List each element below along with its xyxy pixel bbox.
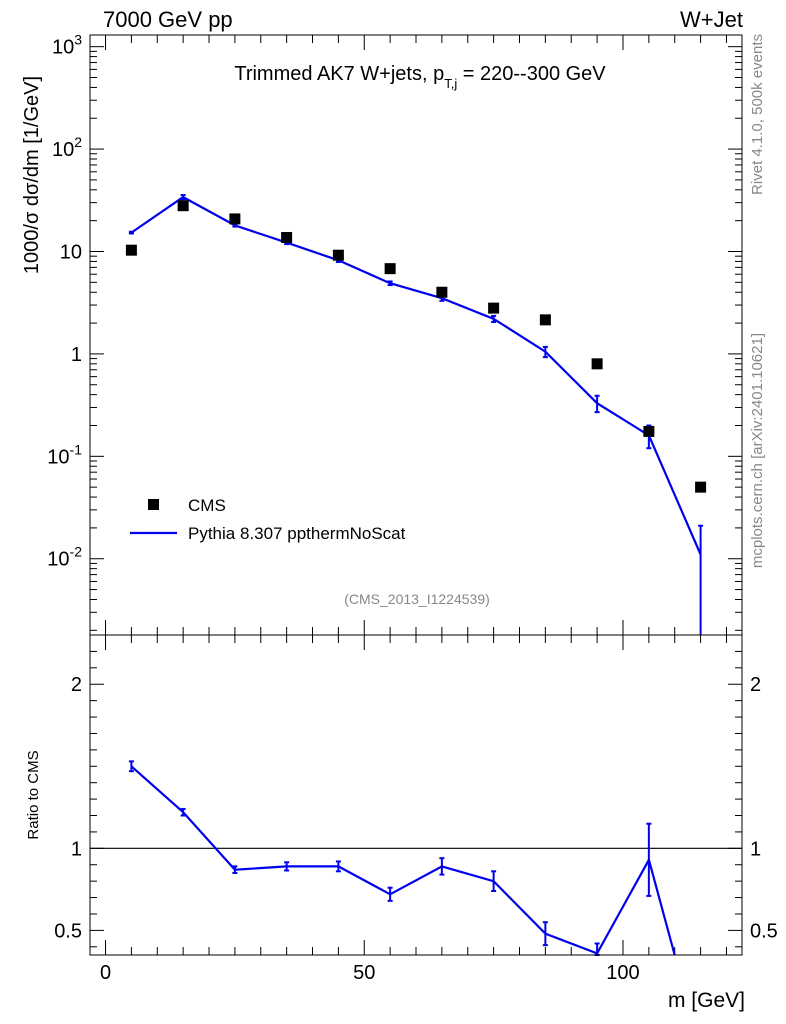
main-y-tick-label: 102 bbox=[52, 134, 82, 161]
ratio-series-line bbox=[130, 765, 676, 956]
ratio-y-tick-label: 0.5 bbox=[54, 920, 82, 942]
ratio-y-tick-label: 2 bbox=[71, 674, 82, 696]
ratio-y-tick-label-right: 1 bbox=[750, 838, 761, 860]
cms-data-point bbox=[229, 213, 241, 225]
tick-exponent: -1 bbox=[70, 441, 83, 457]
main-title-tail: = 220--300 GeV bbox=[457, 63, 606, 85]
cms-data-point bbox=[384, 263, 396, 275]
ratio-x-tick-label: 100 bbox=[606, 962, 639, 984]
cms-data-point bbox=[177, 200, 189, 212]
main-y-tick-label: 10-1 bbox=[47, 441, 82, 468]
main-marks bbox=[125, 194, 707, 635]
main-y-tick-label: 10-2 bbox=[47, 544, 82, 571]
cms-data-point bbox=[281, 231, 293, 243]
cms-data-point bbox=[436, 286, 448, 298]
main-frame bbox=[89, 34, 743, 636]
tick-exponent: 2 bbox=[74, 134, 82, 150]
cms-data-point bbox=[643, 425, 655, 437]
main-y-tick-label: 103 bbox=[52, 32, 82, 59]
tick-exponent: 3 bbox=[74, 32, 82, 48]
main-title: Trimmed AK7 W+jets, pT,j = 220--300 GeV bbox=[234, 63, 606, 91]
cms-data-point bbox=[332, 249, 344, 261]
main-y-label: 1000/σ dσ/dm [1/GeV] bbox=[21, 76, 43, 274]
header-right: W+Jet bbox=[680, 7, 743, 32]
cms-data-point bbox=[125, 244, 137, 256]
main-y-tick-label: 10 bbox=[60, 241, 82, 263]
ratio-marks bbox=[128, 760, 676, 956]
ratio-y-label: Ratio to CMS bbox=[25, 750, 42, 839]
main-y-tick-label: 1 bbox=[71, 344, 82, 366]
ratio-x-tick-label: 50 bbox=[353, 962, 375, 984]
ratio-y-tick-label-right: 2 bbox=[750, 674, 761, 696]
analysis-watermark: (CMS_2013_I1224539) bbox=[344, 591, 490, 607]
cms-data-point bbox=[591, 358, 603, 370]
legend-mc-label: Pythia 8.307 ppthermNoScat bbox=[188, 524, 406, 543]
cms-data-point bbox=[539, 314, 551, 326]
tick-exponent: -2 bbox=[70, 544, 83, 560]
tick-base: 10 bbox=[47, 549, 69, 571]
cms-data-point bbox=[695, 481, 707, 493]
ratio-y-tick-label: 1 bbox=[71, 838, 82, 860]
tick-base: 10 bbox=[52, 139, 74, 161]
legend-cms-marker bbox=[148, 499, 159, 510]
header-left: 7000 GeV pp bbox=[103, 7, 233, 32]
legend: CMS Pythia 8.307 ppthermNoScat bbox=[130, 496, 406, 543]
legend-cms-label: CMS bbox=[188, 496, 226, 515]
tick-base: 10 bbox=[52, 37, 74, 59]
side-text-top: Rivet 4.1.0, 500k events bbox=[749, 34, 766, 195]
tick-base: 10 bbox=[47, 446, 69, 468]
ratio-y-tick-label-right: 0.5 bbox=[750, 920, 778, 942]
mc-series-line bbox=[130, 195, 702, 555]
ratio-frame bbox=[89, 634, 743, 956]
x-axis-label: m [GeV] bbox=[668, 989, 745, 1012]
side-text-bottom: mcplots.cern.ch [arXiv:2401.10621] bbox=[749, 333, 766, 568]
ratio-x-tick-label: 0 bbox=[100, 962, 111, 984]
main-title-text: Trimmed AK7 W+jets, p bbox=[234, 63, 444, 85]
cms-data-point bbox=[488, 302, 500, 314]
main-title-subscript: T,j bbox=[444, 76, 457, 91]
